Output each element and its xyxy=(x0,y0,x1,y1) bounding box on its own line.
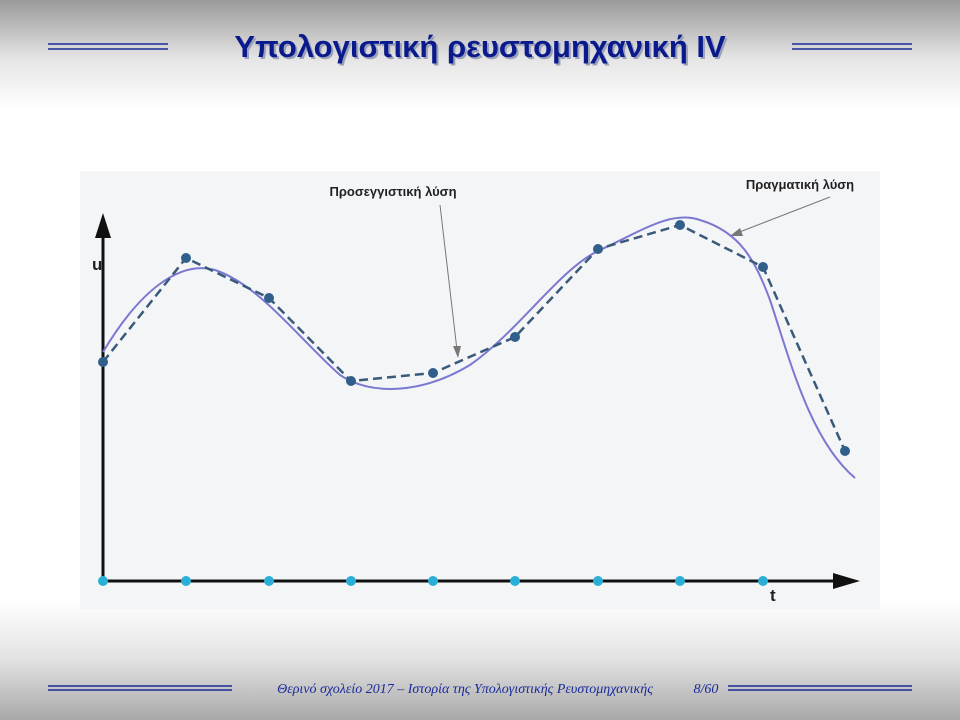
title-rules xyxy=(48,43,912,50)
approx-points xyxy=(98,220,850,456)
footer-rules xyxy=(48,685,912,691)
exact-annotation: Πραγματική λύση xyxy=(746,177,854,192)
annotation-arrows xyxy=(439,196,831,358)
approx-solution-line xyxy=(102,223,847,452)
axes xyxy=(95,213,860,589)
approx-annotation: Προσεγγιστική λύση xyxy=(329,184,456,199)
x-axis-label: t xyxy=(770,586,776,605)
slide-title: Υπολογιστική ρευστομηχανική IV xyxy=(234,29,726,64)
grid-points xyxy=(98,576,768,586)
title-shadow: Υπολογιστική ρευστομηχανική IV xyxy=(236,31,728,66)
page-number: 8/60 xyxy=(694,682,719,697)
y-axis-label: u xyxy=(92,255,102,274)
exact-solution-curve xyxy=(102,216,856,479)
footer-text: Θερινό σχολείο 2017 – Ιστορία της Υπολογ… xyxy=(277,682,653,697)
figure-background xyxy=(80,171,880,609)
